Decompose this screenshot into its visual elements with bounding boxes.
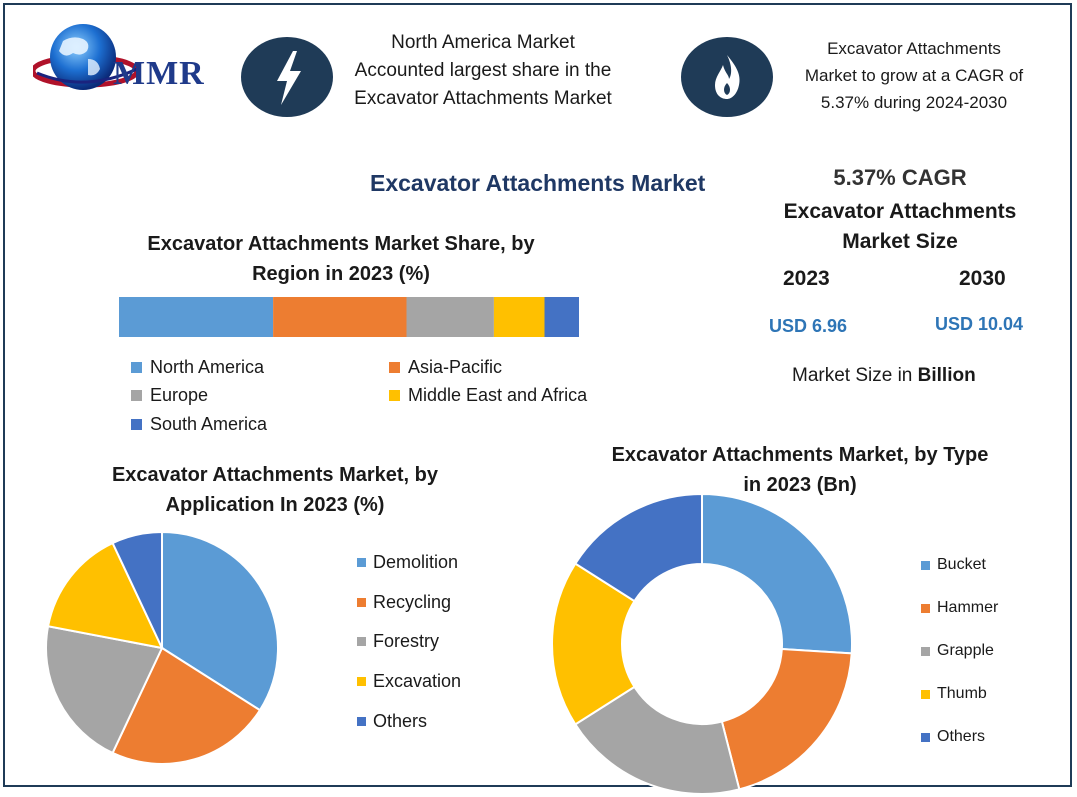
header-right-badge (681, 37, 773, 117)
bar-segment-middle-east-and-africa (493, 297, 545, 337)
legend-north-america: North America (131, 357, 264, 378)
legend-swatch (131, 390, 142, 401)
bar-segment-north-america (119, 297, 274, 337)
legend-swatch (357, 717, 366, 726)
legend-swatch (357, 558, 366, 567)
bar-segment-asia-pacific (273, 297, 407, 337)
application-pie-chart (45, 530, 279, 765)
infographic-frame: MMR North America Market Accounted large… (3, 3, 1072, 795)
legend-others-type: Others (921, 728, 985, 746)
header-right-text: Excavator Attachments Market to grow at … (804, 39, 1024, 112)
legend-swatch (921, 560, 930, 570)
application-slice-forestry (45, 625, 164, 755)
legend-south-america: South America (131, 414, 267, 435)
region-chart-title: Excavator Attachments Market Share, by R… (147, 233, 535, 285)
globe-icon (30, 24, 140, 90)
market-size-title-2: Market Size (842, 230, 958, 253)
application-slice-excavation (46, 541, 164, 650)
logo: MMR (30, 19, 223, 99)
bar-segment-south-america (544, 297, 579, 337)
legend-swatch (131, 362, 142, 373)
flame-icon (715, 55, 740, 99)
header-left-text: North America Market Accounted largest s… (354, 32, 612, 109)
legend-swatch (389, 362, 400, 373)
legend-thumb: Thumb (921, 685, 987, 703)
legend-hammer: Hammer (921, 599, 998, 617)
legend-swatch (357, 677, 366, 686)
legend-forestry: Forestry (357, 631, 439, 652)
legend-excavation: Excavation (357, 671, 461, 692)
region-stacked-bar (119, 297, 579, 337)
application-slice-others (111, 530, 163, 649)
legend-demolition: Demolition (357, 552, 458, 573)
value-2030: USD 10.04 (935, 314, 1024, 334)
header-left-badge (241, 37, 333, 117)
type-chart-title: Excavator Attachments Market, by Type in… (611, 444, 989, 496)
lightning-icon (277, 51, 301, 105)
legend-others-application: Others (357, 711, 427, 732)
legend-swatch (131, 419, 142, 430)
legend-swatch (389, 390, 400, 401)
year-2023: 2023 (783, 267, 830, 290)
cagr-label: 5.37% CAGR (833, 165, 967, 190)
type-slice-others (573, 492, 703, 603)
type-donut-chart (551, 492, 853, 795)
market-size-title-1: Excavator Attachments (783, 200, 1017, 223)
legend-recycling: Recycling (357, 592, 451, 613)
type-slice-hammer (720, 647, 853, 791)
legend-swatch (921, 646, 930, 656)
market-size-panel: 5.37% CAGR Excavator Attachments Market … (765, 165, 1035, 257)
legend-swatch (921, 689, 930, 699)
legend-middle-east-africa: Middle East and Africa (389, 385, 587, 406)
year-2030: 2030 (959, 267, 1006, 290)
type-slice-bucket (701, 492, 853, 655)
legend-swatch (921, 732, 930, 742)
main-title: Excavator Attachments Market (370, 170, 706, 196)
legend-europe: Europe (131, 385, 208, 406)
market-size-note: Market Size in Billion (792, 365, 976, 386)
legend-grapple: Grapple (921, 642, 994, 660)
legend-swatch (357, 637, 366, 646)
legend-swatch (357, 598, 366, 607)
legend-bucket: Bucket (921, 556, 986, 574)
value-2023: USD 6.96 (769, 316, 848, 336)
legend-asia-pacific: Asia-Pacific (389, 357, 502, 378)
bar-segment-europe (406, 297, 494, 337)
application-chart-title: Excavator Attachments Market, by Applica… (111, 464, 439, 516)
logo-text: MMR (113, 55, 205, 92)
legend-swatch (921, 603, 930, 613)
